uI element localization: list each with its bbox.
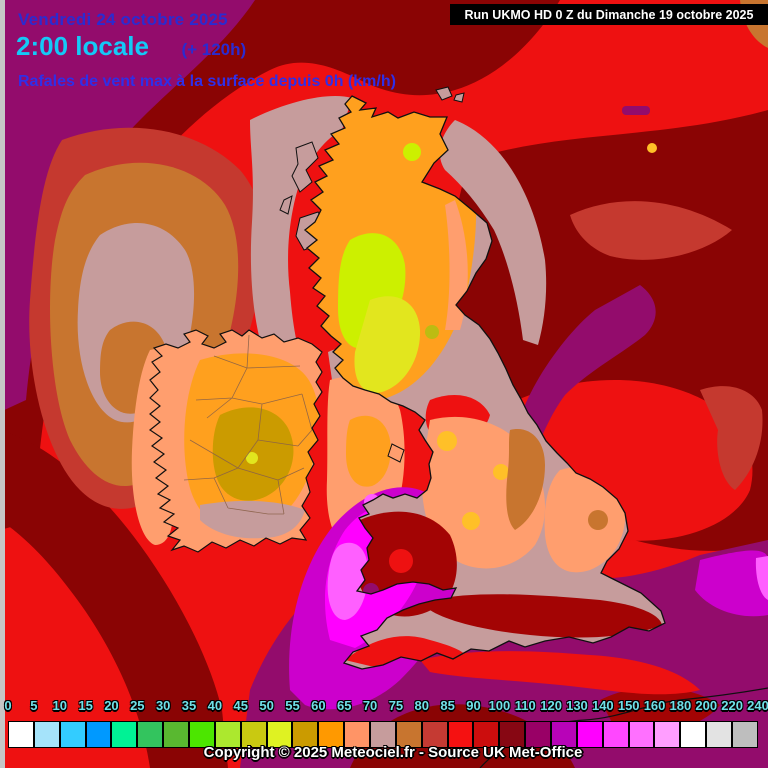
- region-red-channel-streak: [420, 651, 700, 695]
- england-amber-spot-2: [493, 464, 509, 480]
- region-magenta-channel-tail: [695, 550, 768, 617]
- region-brick-topright-tongue: [570, 201, 732, 260]
- region-orange-irish-sea: [346, 415, 391, 487]
- region-amber-dot-topright: [647, 143, 657, 153]
- scotland-yellow: [354, 296, 421, 393]
- region-lightpink-core: [327, 542, 368, 620]
- east-anglia-salmon: [544, 466, 626, 573]
- ireland-coastline: [148, 329, 323, 553]
- scotland-olive-dot: [425, 325, 439, 339]
- wales-red-spot: [389, 549, 413, 573]
- time-row: 2:00 locale (+ 120h): [16, 31, 246, 62]
- left-border-strip: [0, 0, 5, 768]
- local-time-label: 2:00 locale: [16, 31, 149, 61]
- ireland-county-lines: [183, 334, 313, 515]
- region-mauve-nw-scotland-sea: [250, 96, 352, 393]
- ireland-yellow-dot: [246, 452, 258, 464]
- island-orkney: [435, 86, 465, 103]
- date-label: Vendredi 24 octobre 2025: [18, 10, 228, 29]
- region-mauve-ne-scotland-sea: [439, 120, 547, 345]
- east-anglia-tan-spot: [588, 510, 608, 530]
- region-purple-dot: [622, 106, 650, 115]
- parameter-subtitle: Rafales de vent max à la surface depuis …: [18, 73, 396, 90]
- region-palepink-right-edge: [755, 556, 768, 600]
- island-isle-of-man: [387, 443, 405, 463]
- ireland-land: [150, 330, 322, 552]
- england-amber-spot-1: [437, 431, 457, 451]
- region-purple-topleft: [0, 0, 255, 412]
- south-coast-darkred: [430, 594, 662, 638]
- region-brick-northsea-swirl: [700, 386, 763, 490]
- england-amber-spot-3: [462, 512, 480, 530]
- run-info-bar: Run UKMO HD 0 Z du Dimanche 19 octobre 2…: [450, 4, 768, 25]
- ireland-mauve-south: [200, 500, 305, 539]
- island-uist: [279, 195, 293, 215]
- scotland-chartreuse-dot: [403, 143, 421, 161]
- region-purple-northsea-streak: [519, 285, 656, 465]
- island-lewis: [291, 141, 319, 193]
- england-tan-streak: [506, 429, 545, 530]
- forecast-offset-label: (+ 120h): [181, 40, 247, 59]
- gb-coastline: [303, 95, 666, 670]
- region-darkred-bottomleft: [0, 430, 228, 768]
